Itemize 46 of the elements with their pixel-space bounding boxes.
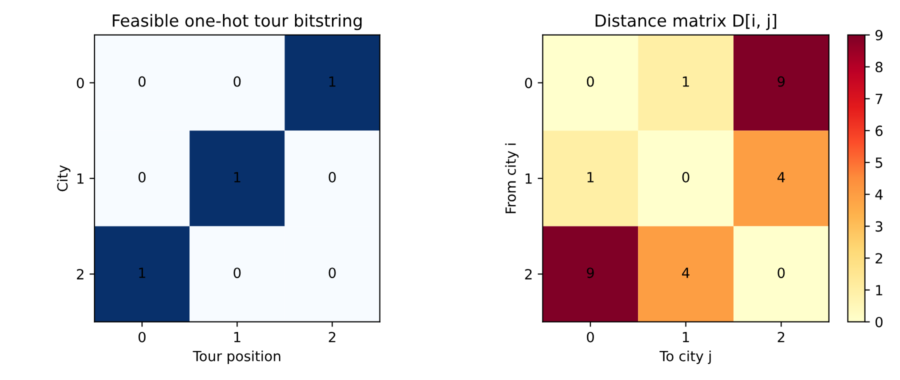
data-label: 0 xyxy=(778,268,785,278)
color-bar-label: 6 xyxy=(876,126,883,136)
x-axis-title: Tour position xyxy=(192,350,280,364)
y-tick-label: 1 xyxy=(77,174,84,184)
data-label: 9 xyxy=(778,76,785,87)
data-label: 0 xyxy=(328,268,336,278)
color-bar-label: 3 xyxy=(876,221,882,232)
y-tick-label: 2 xyxy=(525,269,532,280)
data-label: 0 xyxy=(328,172,336,182)
color-bar-label: 8 xyxy=(876,62,883,72)
data-label: 1 xyxy=(139,268,146,278)
chart-title: Feasible one-hot tour bitstring xyxy=(112,14,362,30)
data-label: 0 xyxy=(586,76,594,87)
x-tick-label: 0 xyxy=(586,332,594,342)
data-label: 1 xyxy=(234,172,240,182)
data-label: 9 xyxy=(586,268,594,278)
x-tick-label: 0 xyxy=(138,332,146,342)
y-axis-title: From city i xyxy=(505,144,519,214)
data-label: 1 xyxy=(588,172,594,182)
color-bar-label: 9 xyxy=(875,30,882,40)
color-bar-label: 7 xyxy=(876,94,882,104)
color-bar-label: 4 xyxy=(875,190,883,200)
chart-title: Distance matrix D[i, j] xyxy=(596,14,776,30)
x-tick-label: 1 xyxy=(682,332,689,342)
data-label: 0 xyxy=(682,172,690,182)
y-tick-label: 1 xyxy=(526,174,532,184)
data-label: 0 xyxy=(234,268,241,278)
color-bar-label: 0 xyxy=(876,316,883,328)
y-tick-label: 0 xyxy=(76,78,84,88)
color-bar-label: 2 xyxy=(876,253,882,264)
data-label: 0 xyxy=(138,76,146,87)
y-axis-title: City xyxy=(56,165,70,192)
x-axis-title: To city j xyxy=(660,350,711,364)
data-label: 0 xyxy=(138,172,146,182)
y-tick-label: 2 xyxy=(76,269,84,280)
color-bar-label: 5 xyxy=(876,158,882,168)
data-label: 0 xyxy=(234,76,241,87)
color-bar-label: 1 xyxy=(876,285,882,296)
data-label: 4 xyxy=(682,268,690,278)
data-label: 1 xyxy=(329,76,336,87)
y-tick-label: 0 xyxy=(525,78,532,88)
data-label: 4 xyxy=(777,172,785,182)
x-tick-label: 2 xyxy=(328,332,336,342)
x-tick-label: 1 xyxy=(234,332,240,342)
data-label: 1 xyxy=(682,76,689,87)
x-tick-label: 2 xyxy=(778,332,784,342)
